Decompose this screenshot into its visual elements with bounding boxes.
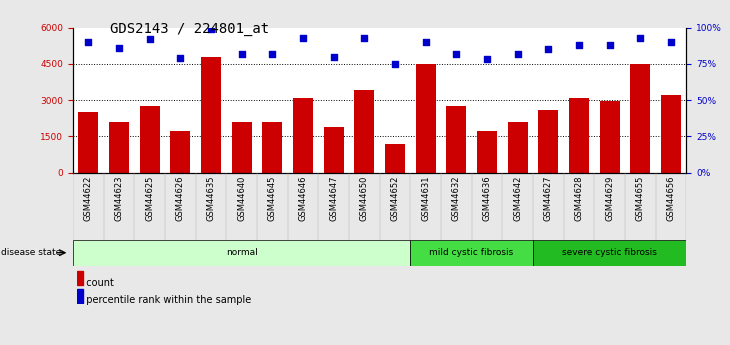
Bar xyxy=(73,240,410,266)
Bar xyxy=(569,98,589,172)
Point xyxy=(420,39,431,45)
Bar xyxy=(477,131,497,172)
Text: GSM44628: GSM44628 xyxy=(575,176,583,221)
Bar xyxy=(293,98,313,172)
Text: GSM44623: GSM44623 xyxy=(115,176,123,221)
Point xyxy=(542,47,554,52)
Bar xyxy=(415,64,436,172)
Text: severe cystic fibrosis: severe cystic fibrosis xyxy=(562,248,657,257)
Bar xyxy=(77,289,83,303)
Text: GSM44642: GSM44642 xyxy=(513,176,522,221)
Text: GSM44635: GSM44635 xyxy=(207,176,215,221)
Point xyxy=(328,54,339,59)
Text: GSM44629: GSM44629 xyxy=(605,176,614,221)
Point xyxy=(481,57,493,62)
Text: GSM44655: GSM44655 xyxy=(636,176,645,221)
Bar xyxy=(630,64,650,172)
Bar xyxy=(599,101,620,172)
Point xyxy=(113,45,125,51)
Bar xyxy=(446,106,466,172)
Text: GSM44647: GSM44647 xyxy=(329,176,338,221)
Point xyxy=(82,39,94,45)
Text: GSM44627: GSM44627 xyxy=(544,176,553,221)
Bar xyxy=(507,122,528,172)
Point xyxy=(665,39,677,45)
Bar xyxy=(170,131,191,172)
Text: GSM44640: GSM44640 xyxy=(237,176,246,221)
Bar xyxy=(323,127,344,172)
Point xyxy=(236,51,247,57)
Text: GSM44626: GSM44626 xyxy=(176,176,185,221)
Point xyxy=(144,37,155,42)
Text: GSM44632: GSM44632 xyxy=(452,176,461,221)
Text: GSM44645: GSM44645 xyxy=(268,176,277,221)
Text: mild cystic fibrosis: mild cystic fibrosis xyxy=(429,248,514,257)
Bar xyxy=(661,95,681,172)
Text: GSM44652: GSM44652 xyxy=(391,176,399,221)
Bar xyxy=(231,122,252,172)
Point xyxy=(266,51,278,57)
Point xyxy=(297,35,309,40)
Point xyxy=(389,61,401,67)
Text: percentile rank within the sample: percentile rank within the sample xyxy=(80,295,252,305)
Text: GDS2143 / 224801_at: GDS2143 / 224801_at xyxy=(110,22,269,37)
Point xyxy=(604,42,615,48)
Text: GSM44656: GSM44656 xyxy=(666,176,675,221)
Text: normal: normal xyxy=(226,248,258,257)
Text: GSM44646: GSM44646 xyxy=(299,176,307,221)
Point xyxy=(205,26,217,32)
Bar xyxy=(533,240,686,266)
Bar xyxy=(538,110,558,172)
Bar xyxy=(410,240,533,266)
Text: GSM44631: GSM44631 xyxy=(421,176,430,221)
Point xyxy=(358,35,370,40)
Text: GSM44625: GSM44625 xyxy=(145,176,154,221)
Bar xyxy=(201,57,221,172)
Point xyxy=(634,35,646,40)
Text: GSM44650: GSM44650 xyxy=(360,176,369,221)
Bar xyxy=(78,112,99,172)
Bar xyxy=(77,271,83,285)
Point xyxy=(573,42,585,48)
Bar xyxy=(109,122,129,172)
Text: GSM44636: GSM44636 xyxy=(483,176,491,221)
Point xyxy=(512,51,523,57)
Bar xyxy=(139,106,160,172)
Bar xyxy=(262,122,283,172)
Text: disease state: disease state xyxy=(1,248,62,257)
Text: GSM44622: GSM44622 xyxy=(84,176,93,221)
Text: count: count xyxy=(80,278,114,288)
Bar xyxy=(385,144,405,172)
Bar xyxy=(354,90,374,172)
Point xyxy=(450,51,462,57)
Point xyxy=(174,55,186,61)
